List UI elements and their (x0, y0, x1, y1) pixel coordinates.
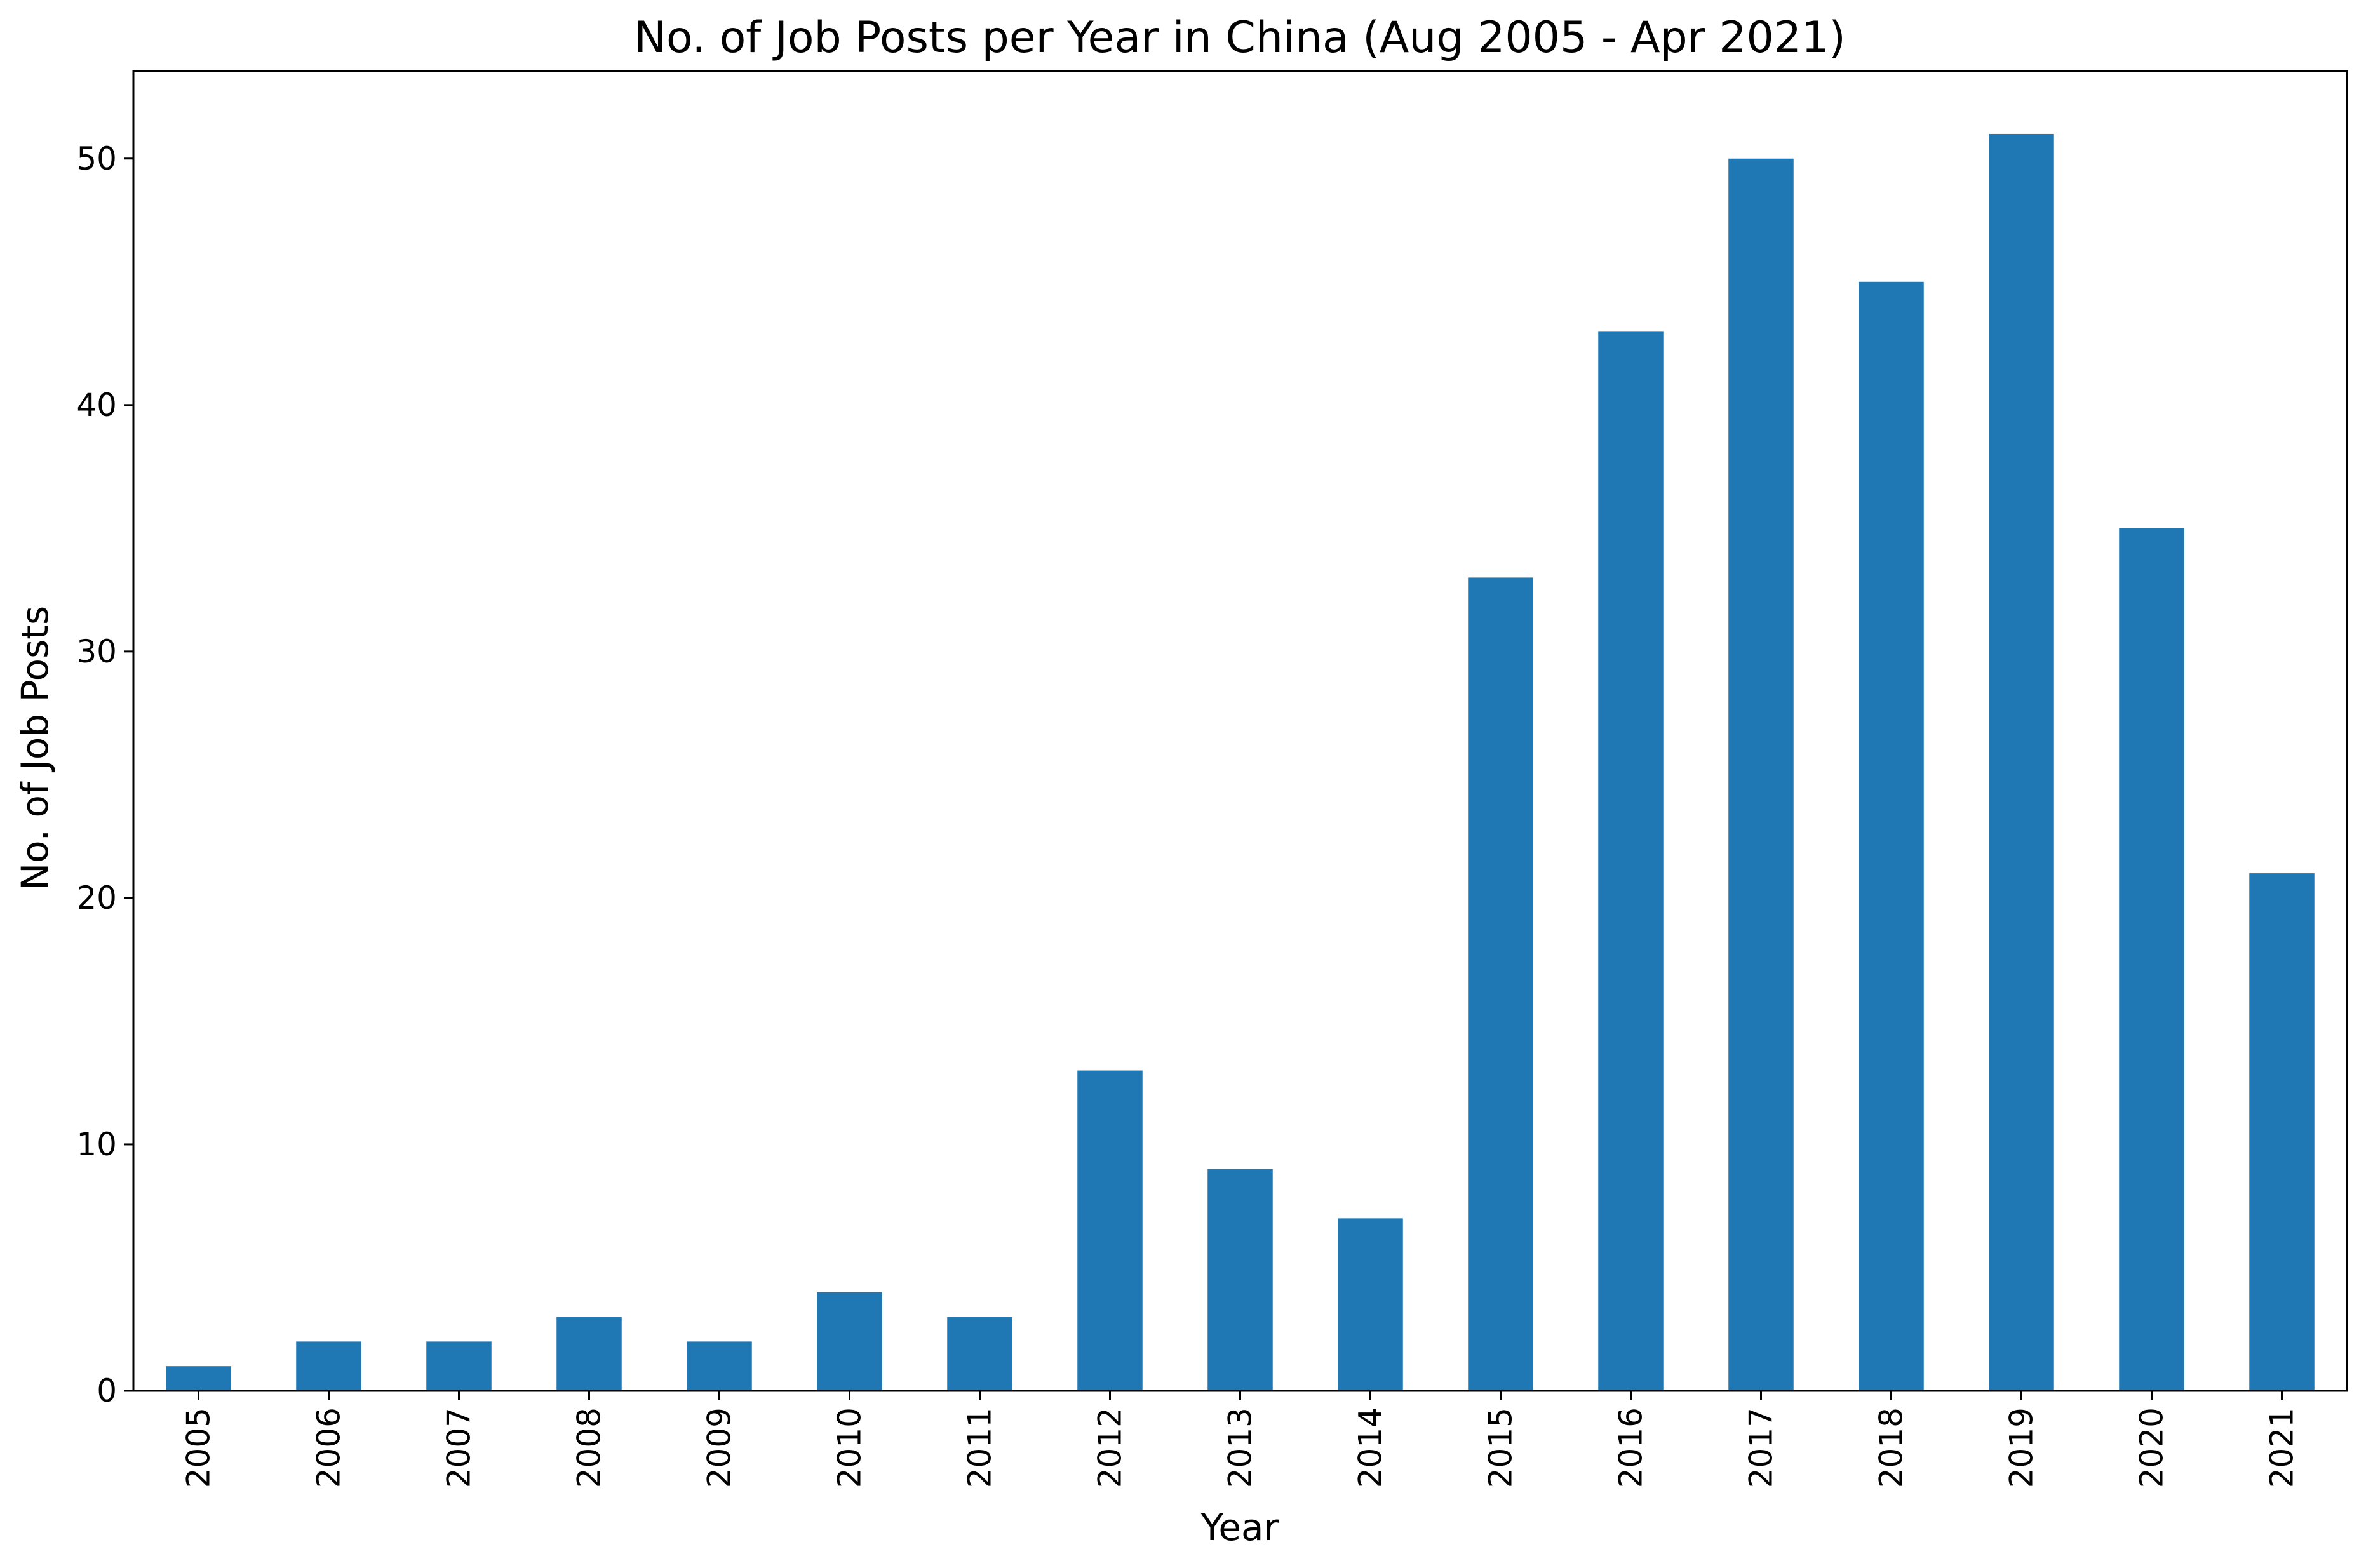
bar-2007 (426, 1341, 492, 1391)
bar-2015 (1468, 577, 1533, 1391)
x-tick-label-2007: 2007 (441, 1407, 478, 1488)
x-axis-ticks: 2005 2006 2007 2008 2009 2010 2011 2012 2013 2014… (180, 1391, 2301, 1488)
bar-2011 (947, 1317, 1012, 1391)
x-tick-label-2005: 2005 (180, 1407, 217, 1488)
y-tick-label: 40 (76, 387, 117, 424)
x-tick-label-2009: 2009 (701, 1407, 738, 1488)
x-tick-label-2012: 2012 (1092, 1407, 1129, 1488)
x-tick-label-2018: 2018 (1873, 1407, 1910, 1488)
x-tick-label-2008: 2008 (571, 1407, 608, 1488)
y-tick-label: 20 (76, 880, 117, 916)
bar-2016 (1598, 331, 1664, 1391)
bar-2014 (1338, 1218, 1403, 1391)
bar-2018 (1859, 281, 1924, 1391)
bar-2020 (2119, 528, 2184, 1391)
x-tick-label-2020: 2020 (2134, 1407, 2170, 1488)
bar-2012 (1077, 1070, 1143, 1391)
y-axis-ticks: 0 10 20 30 40 50 (76, 140, 133, 1409)
chart-title: No. of Job Posts per Year in China (Aug … (634, 13, 1846, 63)
bar-2006 (296, 1341, 361, 1391)
bar-2008 (556, 1317, 622, 1391)
bar-2017 (1728, 158, 1794, 1391)
y-tick-label: 0 (97, 1372, 117, 1409)
y-tick-label: 30 (76, 633, 117, 670)
y-tick-label: 10 (76, 1126, 117, 1163)
y-tick-label: 50 (76, 140, 117, 177)
x-tick-label-2011: 2011 (962, 1407, 998, 1488)
bar-2019 (1989, 133, 2054, 1391)
x-tick-label-2017: 2017 (1743, 1407, 1780, 1488)
x-tick-label-2021: 2021 (2264, 1407, 2301, 1488)
bars (166, 133, 2315, 1391)
x-axis-label: Year (1200, 1506, 1279, 1549)
x-tick-label-2010: 2010 (831, 1407, 868, 1488)
bar-2021 (2249, 873, 2315, 1391)
bar-2005 (166, 1366, 231, 1391)
bar-2009 (687, 1341, 752, 1391)
x-tick-label-2013: 2013 (1222, 1407, 1259, 1488)
x-tick-label-2015: 2015 (1482, 1407, 1519, 1488)
plot-frame (132, 70, 2348, 1392)
bar-2013 (1207, 1169, 1273, 1391)
x-tick-label-2019: 2019 (2003, 1407, 2040, 1488)
x-tick-label-2006: 2006 (311, 1407, 347, 1488)
x-tick-label-2014: 2014 (1352, 1407, 1389, 1488)
bar-2010 (817, 1292, 882, 1391)
x-tick-label-2016: 2016 (1613, 1407, 1650, 1488)
y-axis-label: No. of Job Posts (13, 606, 57, 890)
